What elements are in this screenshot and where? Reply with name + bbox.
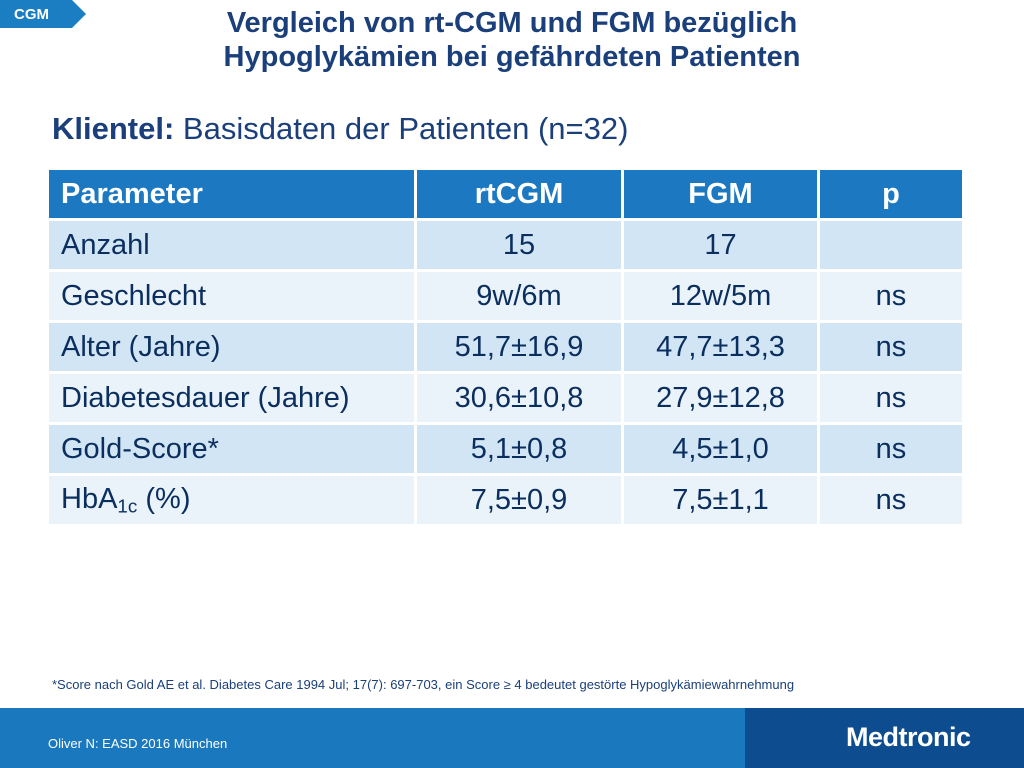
- cell-p: [820, 221, 962, 269]
- baseline-data-table: Parameter rtCGM FGM p Anzahl 15 17 Gesch…: [49, 167, 962, 527]
- header-rtcgm: rtCGM: [417, 170, 624, 218]
- cell-fgm: 4,5±1,0: [624, 425, 820, 473]
- param-subscript: 1c: [117, 495, 138, 517]
- cell-rtcgm: 51,7±16,9: [417, 323, 624, 371]
- header-parameter: Parameter: [49, 170, 417, 218]
- cell-parameter: Gold-Score*: [49, 425, 417, 473]
- cell-rtcgm: 9w/6m: [417, 272, 624, 320]
- table-row: HbA1c (%) 7,5±0,9 7,5±1,1 ns: [49, 476, 962, 524]
- cell-fgm: 12w/5m: [624, 272, 820, 320]
- slide-subtitle: Klientel: Basisdaten der Patienten (n=32…: [52, 111, 628, 147]
- param-main: HbA: [61, 482, 118, 515]
- table-row: Geschlecht 9w/6m 12w/5m ns: [49, 272, 962, 320]
- title-line-2: Hypoglykämien bei gefährdeten Patienten: [223, 41, 801, 73]
- table-row: Diabetesdauer (Jahre) 30,6±10,8 27,9±12,…: [49, 374, 962, 422]
- cell-p: ns: [820, 476, 962, 524]
- cell-fgm: 17: [624, 221, 820, 269]
- subtitle-label: Klientel:: [52, 111, 175, 146]
- cell-rtcgm: 7,5±0,9: [417, 476, 624, 524]
- cell-p: ns: [820, 425, 962, 473]
- title-line-1: Vergleich von rt-CGM und FGM bezüglich: [226, 7, 798, 39]
- cell-fgm: 47,7±13,3: [624, 323, 820, 371]
- section-tag: CGM: [0, 0, 86, 28]
- cell-parameter: Anzahl: [49, 221, 417, 269]
- source-citation: Oliver N: EASD 2016 München: [48, 736, 228, 751]
- cell-parameter: Diabetesdauer (Jahre): [49, 374, 417, 422]
- footer-bar: Oliver N: EASD 2016 München Medtronic: [0, 708, 1024, 768]
- header-fgm: FGM: [624, 170, 820, 218]
- cell-p: ns: [820, 323, 962, 371]
- table-row: Alter (Jahre) 51,7±16,9 47,7±13,3 ns: [49, 323, 962, 371]
- header-p: p: [820, 170, 962, 218]
- cell-parameter: HbA1c (%): [49, 476, 417, 524]
- table-header-row: Parameter rtCGM FGM p: [49, 170, 962, 218]
- table-row: Gold-Score* 5,1±0,8 4,5±1,0 ns: [49, 425, 962, 473]
- cell-fgm: 27,9±12,8: [624, 374, 820, 422]
- cell-rtcgm: 15: [417, 221, 624, 269]
- table-row: Anzahl 15 17: [49, 221, 962, 269]
- slide-title: Vergleich von rt-CGM und FGM bezüglich H…: [120, 6, 904, 74]
- cell-rtcgm: 30,6±10,8: [417, 374, 624, 422]
- cell-p: ns: [820, 272, 962, 320]
- param-rest: (%): [137, 482, 191, 515]
- medtronic-logo: Medtronic: [846, 722, 971, 752]
- cell-rtcgm: 5,1±0,8: [417, 425, 624, 473]
- cell-parameter: Alter (Jahre): [49, 323, 417, 371]
- cell-fgm: 7,5±1,1: [624, 476, 820, 524]
- footer-logo-panel: [745, 708, 1024, 768]
- subtitle-text: Basisdaten der Patienten (n=32): [182, 111, 629, 146]
- footnote: *Score nach Gold AE et al. Diabetes Care…: [52, 677, 795, 692]
- cell-parameter: Geschlecht: [49, 272, 417, 320]
- cell-p: ns: [820, 374, 962, 422]
